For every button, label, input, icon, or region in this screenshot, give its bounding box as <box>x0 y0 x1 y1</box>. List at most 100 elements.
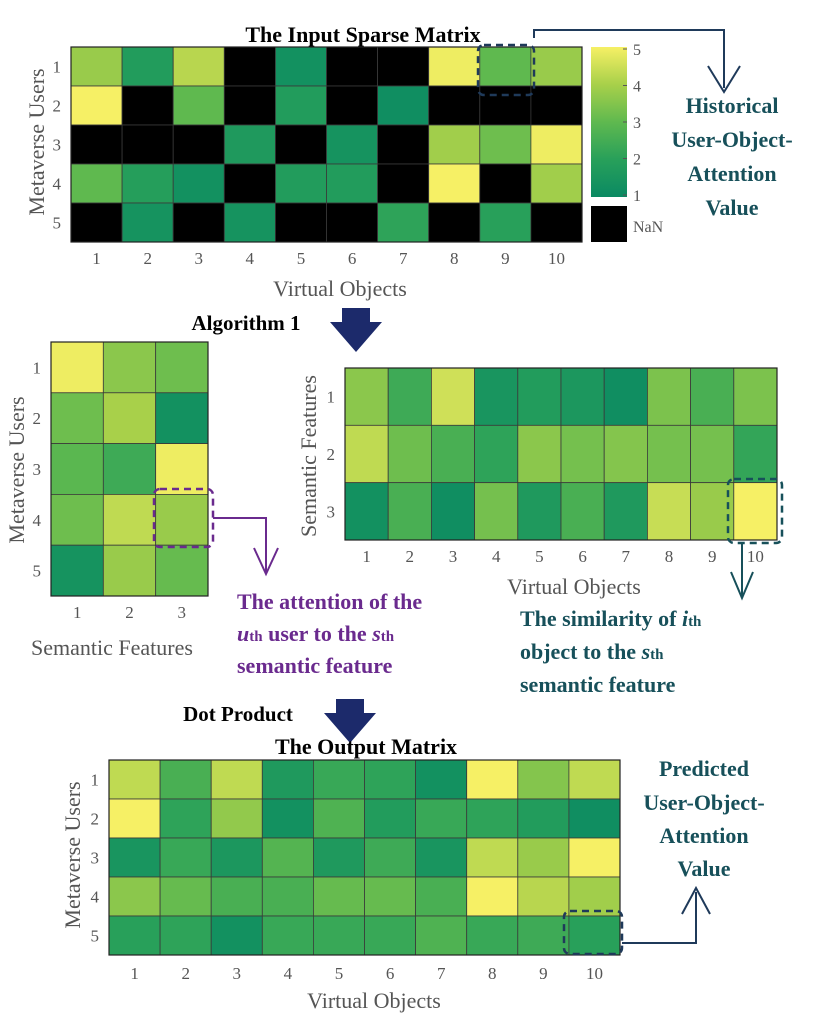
left-xtick: 1 <box>73 603 82 622</box>
right-annotation-line2: object to the sth <box>520 639 664 664</box>
user-feature-tick-labels: 1 2 3 1 2 3 4 5 <box>33 358 187 622</box>
bottom-xtick: 8 <box>488 964 497 983</box>
input-tick-labels: 1 2 3 4 5 6 7 8 9 10 1 2 3 4 5 <box>53 58 566 269</box>
bottom-cell-r2-c7 <box>415 798 468 839</box>
top-cell-r5-c7 <box>377 202 430 243</box>
top-cell-r4-c2 <box>121 163 174 204</box>
right-xtick: 6 <box>578 547 587 566</box>
top-cell-r3-c1 <box>70 124 123 165</box>
left-annotation-sub-th: th <box>249 629 263 645</box>
right-cell-r1-c4 <box>474 367 519 426</box>
right-annotation-line3: semantic feature <box>520 672 676 697</box>
bottom-ytick: 3 <box>91 849 100 868</box>
top-xtick: 2 <box>143 249 152 268</box>
left-highlight-box <box>152 487 215 549</box>
right-xtick: 7 <box>622 547 631 566</box>
top-xtick: 5 <box>297 249 306 268</box>
input-sparse-heatmap <box>70 46 583 243</box>
left-ytick: 3 <box>33 460 42 479</box>
output-annotation: Predicted User-Object- Attention Value <box>643 756 764 881</box>
top-cell-r2-c3 <box>172 85 225 126</box>
bottom-title: The Output Matrix <box>275 734 457 759</box>
top-ytick: 3 <box>53 136 62 155</box>
right-cell-r2-c4 <box>474 424 519 484</box>
right-cell-r2-c2 <box>387 424 432 484</box>
right-cell-r3-c7 <box>603 482 648 541</box>
top-cell-r1-c4 <box>223 46 276 87</box>
top-cell-r3-c9 <box>479 124 532 165</box>
right-cell-r3-c8 <box>647 482 692 541</box>
bottom-cell-r5-c7 <box>415 915 468 956</box>
right-cell-r2-c8 <box>647 424 692 484</box>
left-annotation-var-u: u <box>237 621 249 646</box>
left-ytick: 5 <box>33 562 42 581</box>
top-cell-r4-c9 <box>479 163 532 204</box>
right-cell-r3-c10 <box>733 482 778 541</box>
bottom-ytick: 2 <box>91 810 100 829</box>
right-cell-r1-c10 <box>733 367 778 426</box>
bottom-cell-r2-c9 <box>517 798 570 839</box>
bottom-cell-r4-c5 <box>312 876 365 917</box>
top-cell-r5-c1 <box>70 202 123 243</box>
top-cell-r1-c8 <box>428 46 481 87</box>
bottom-cell-r1-c3 <box>210 759 263 800</box>
top-xtick: 1 <box>92 249 101 268</box>
top-cell-r5-c5 <box>274 202 327 243</box>
right-xtick: 5 <box>535 547 544 566</box>
left-cell-r5-c1 <box>50 544 104 597</box>
top-ytick: 5 <box>53 214 62 233</box>
left-cell-r5-c3 <box>155 544 209 597</box>
feature-object-tick-labels: 1 2 3 4 5 6 7 8 9 10 1 2 3 <box>327 388 764 566</box>
left-annotation-var-s: s <box>371 621 381 646</box>
right-cell-r1-c8 <box>647 367 692 426</box>
bottom-cell-r4-c3 <box>210 876 263 917</box>
top-cell-r2-c10 <box>530 85 583 126</box>
right-cell-r3-c3 <box>430 482 475 541</box>
bottom-cell-r1-c6 <box>364 759 416 800</box>
bottom-xlabel: Virtual Objects <box>307 988 441 1013</box>
top-cell-r5-c10 <box>530 202 583 243</box>
left-annotation-line1: The attention of the <box>237 589 422 614</box>
input-annotation-line1: Historical <box>686 93 779 118</box>
left-annotation-line2: uth user to the sth <box>237 621 395 646</box>
right-cell-r2-c1 <box>344 424 389 484</box>
right-annotation-line1: The similarity of ith <box>520 606 702 631</box>
top-xtick: 9 <box>501 249 510 268</box>
top-cell-r4-c5 <box>274 163 327 204</box>
bottom-cell-r2-c3 <box>210 798 263 839</box>
bottom-cell-r4-c9 <box>517 876 570 917</box>
input-highlight-box <box>476 43 536 97</box>
left-cell-r3-c1 <box>50 443 104 495</box>
bottom-frame <box>108 759 621 956</box>
bottom-cell-r2-c1 <box>108 798 161 839</box>
top-cell-r4-c10 <box>530 163 583 204</box>
right-cell-r3-c9 <box>690 482 735 541</box>
bottom-cell-r3-c2 <box>159 837 212 878</box>
colorbar-ticks: 5 4 3 2 1 <box>623 42 641 205</box>
bottom-ylabel: Metaverse Users <box>60 781 85 928</box>
right-ytick: 3 <box>327 502 336 521</box>
right-frame <box>344 367 778 541</box>
bottom-cell-r4-c10 <box>568 876 621 917</box>
output-annotation-line1: Predicted <box>659 756 749 781</box>
top-cell-r3-c4 <box>223 124 276 165</box>
colorbar-nan-swatch <box>591 206 627 242</box>
right-xtick: 1 <box>362 547 371 566</box>
colorbar-tick-label: 2 <box>633 152 641 169</box>
colorbar-gradient <box>591 47 627 197</box>
right-cell-r3-c6 <box>560 482 605 541</box>
left-cell-r5-c2 <box>102 544 157 597</box>
left-cell-r2-c2 <box>102 392 157 444</box>
step1-label: Algorithm 1 <box>191 311 300 335</box>
left-cell-r2-c1 <box>50 392 104 444</box>
bottom-cell-r4-c7 <box>415 876 468 917</box>
top-cell-r3-c3 <box>172 124 225 165</box>
top-ytick: 4 <box>53 175 62 194</box>
left-cell-r3-c3 <box>155 443 209 495</box>
right-xtick: 10 <box>747 547 764 566</box>
step2-label: Dot Product <box>183 702 293 726</box>
left-cell-r1-c1 <box>50 341 104 394</box>
bottom-xtick: 1 <box>130 964 139 983</box>
top-cell-r4-c7 <box>377 163 430 204</box>
